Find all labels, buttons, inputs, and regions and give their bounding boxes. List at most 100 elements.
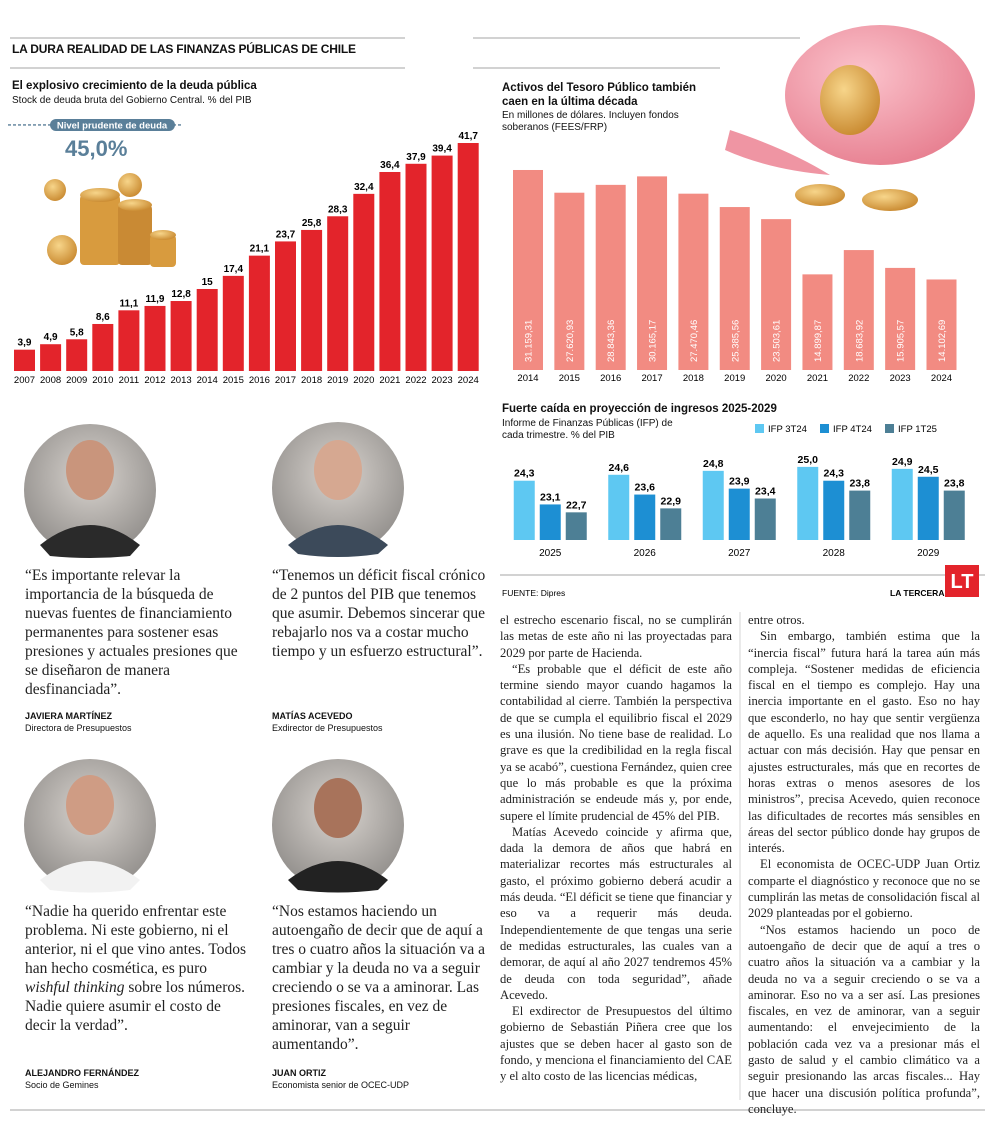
value-label: 30.165,17 xyxy=(648,320,659,362)
x-tick-label: 2022 xyxy=(848,373,869,384)
bar xyxy=(728,488,750,540)
bar xyxy=(754,498,776,540)
value-label: 11,1 xyxy=(119,298,138,309)
x-tick-label: 2021 xyxy=(807,373,828,384)
chart-subtitle: Informe de Finanzas Públicas (IFP) de ca… xyxy=(502,418,673,441)
bar xyxy=(802,274,833,370)
value-label: 22,9 xyxy=(661,495,682,507)
bar xyxy=(431,155,453,371)
bar xyxy=(608,474,630,540)
bar xyxy=(539,504,561,540)
x-tick-label: 2019 xyxy=(724,373,745,384)
source: FUENTE: Dipres xyxy=(502,588,565,598)
brand: LA TERCERA xyxy=(890,588,944,598)
value-label: 27.620,93 xyxy=(565,320,576,362)
x-tick-label: 2015 xyxy=(559,373,580,384)
bar xyxy=(702,470,724,540)
bar xyxy=(926,279,957,370)
quote-name: JAVIERA MARTÍNEZ xyxy=(25,711,113,721)
logo: LT xyxy=(951,571,974,593)
x-tick-label: 2009 xyxy=(66,375,87,386)
paragraph: “Es probable que el déficit de este año … xyxy=(500,661,732,823)
x-tick-label: 2010 xyxy=(92,375,113,386)
value-label: 15 xyxy=(202,277,214,288)
bar xyxy=(457,143,479,371)
value-label: 36,4 xyxy=(380,160,400,171)
value-label: 24,8 xyxy=(703,458,724,470)
x-tick-label: 2007 xyxy=(14,375,35,386)
chart-title: El explosivo crecimiento de la deuda púb… xyxy=(12,80,257,92)
value-label: 5,8 xyxy=(70,327,84,338)
legend-label: IFP 4T24 xyxy=(833,424,872,435)
bar xyxy=(554,192,585,370)
bar xyxy=(634,494,656,540)
x-tick-label: 2018 xyxy=(301,375,322,386)
header-title: LA DURA REALIDAD DE LAS FINANZAS PÚBLICA… xyxy=(12,42,356,56)
value-label: 24,9 xyxy=(892,456,913,468)
reference-label: Nivel prudente de deuda xyxy=(57,120,168,131)
bar xyxy=(66,339,88,371)
value-label: 4,9 xyxy=(44,332,58,343)
value-label: 8,6 xyxy=(96,312,110,323)
quote-name: ALEJANDRO FERNÁNDEZ xyxy=(25,1068,140,1078)
reference-value: 45,0% xyxy=(65,136,127,161)
x-tick-label: 2008 xyxy=(40,375,61,386)
value-label: 25,0 xyxy=(798,454,819,466)
bar xyxy=(379,171,401,371)
paragraph: El economista de OCEC-UDP Juan Ortiz com… xyxy=(748,857,980,921)
quote-name: JUAN ORTIZ xyxy=(272,1068,326,1078)
value-label: 31.159,31 xyxy=(524,320,535,362)
quote-role: Exdirector de Presupuestos xyxy=(272,723,383,733)
value-label: 24,6 xyxy=(609,462,630,474)
quote-name: MATÍAS ACEVEDO xyxy=(272,711,353,721)
paragraph: el estrecho escenario fiscal, no se cump… xyxy=(500,613,732,660)
value-label: 24,3 xyxy=(514,468,535,480)
bar xyxy=(797,466,819,540)
x-tick-label: 2022 xyxy=(405,375,426,386)
value-label: 22,7 xyxy=(566,499,587,511)
paragraph: Sin embargo, también estima que la “iner… xyxy=(748,629,980,856)
bar xyxy=(761,219,792,370)
x-tick-label: 2014 xyxy=(197,375,218,386)
paragraph: “Nos estamos haciendo un poco de autoeng… xyxy=(748,922,980,1116)
quote-role: Directora de Presupuestos xyxy=(25,723,132,733)
x-tick-label: 2017 xyxy=(275,375,296,386)
bar xyxy=(301,229,323,371)
bar xyxy=(118,310,140,371)
x-tick-label: 2023 xyxy=(432,375,453,386)
x-tick-label: 2016 xyxy=(600,373,621,384)
value-label: 18.683,92 xyxy=(854,320,865,362)
bar xyxy=(14,349,35,371)
value-label: 14.899,87 xyxy=(813,320,824,362)
logo-box xyxy=(945,565,979,597)
quote-text: wishful thinking xyxy=(25,979,125,996)
legend-label: IFP 3T24 xyxy=(768,424,807,435)
value-label: 39,4 xyxy=(432,144,452,155)
x-tick-label: 2020 xyxy=(353,375,374,386)
value-label: 23.503,61 xyxy=(772,320,783,362)
x-tick-label: 2019 xyxy=(327,375,348,386)
bar xyxy=(170,301,192,371)
bar xyxy=(275,241,296,371)
legend-swatch xyxy=(820,424,829,433)
value-label: 23,1 xyxy=(540,491,561,503)
bar xyxy=(405,163,427,371)
x-tick-label: 2028 xyxy=(823,548,846,559)
paragraph: El exdirector de Presupuestos del último… xyxy=(500,1004,732,1084)
bar xyxy=(917,476,939,540)
x-tick-label: 2021 xyxy=(379,375,400,386)
legend-label: IFP 1T25 xyxy=(898,424,937,435)
x-tick-label: 2024 xyxy=(458,375,479,386)
chart-subtitle: En millones de dólares. Incluyen fondos … xyxy=(502,110,679,133)
piggy-bank-illustration xyxy=(725,25,975,211)
x-tick-label: 2012 xyxy=(144,375,165,386)
value-label: 25,8 xyxy=(302,218,322,229)
bar xyxy=(222,275,244,371)
legend-swatch xyxy=(885,424,894,433)
quote: “Es importante relevar la importancia de… xyxy=(25,567,238,698)
x-tick-label: 2013 xyxy=(171,375,192,386)
value-label: 12,8 xyxy=(171,289,191,300)
value-label: 21,1 xyxy=(250,244,270,255)
portrait xyxy=(24,424,156,558)
